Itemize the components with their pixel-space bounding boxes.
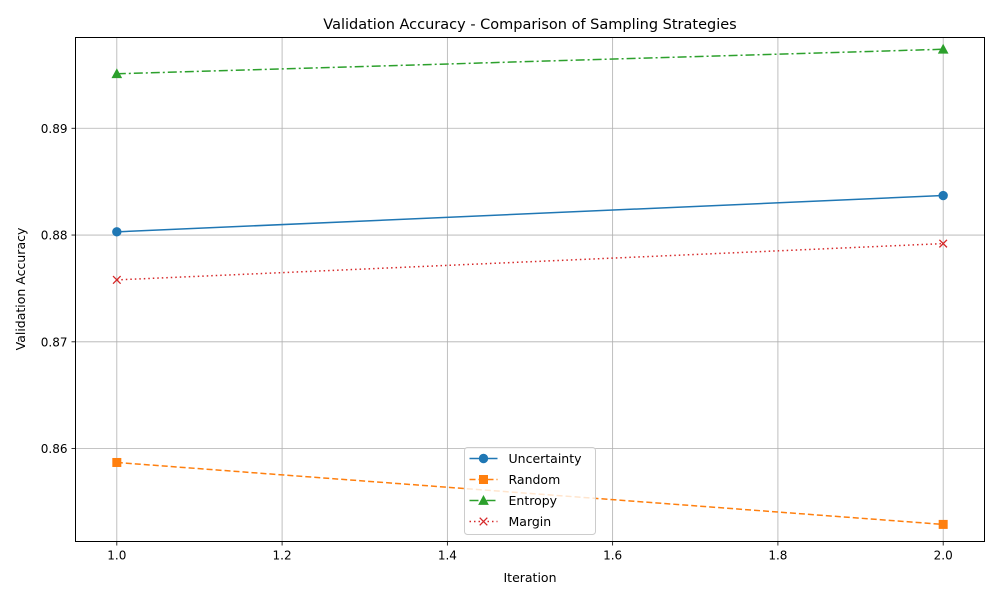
x-tick-label: 1.4: [438, 549, 457, 563]
x-tick-label: 1.2: [273, 549, 292, 563]
x-tick-label: 1.6: [603, 549, 622, 563]
x-tick-label: 1.0: [107, 549, 126, 563]
legend-marker: [479, 475, 488, 484]
data-point: [937, 43, 949, 54]
series-line: [116, 242, 944, 281]
y-tick-label: 0.88: [41, 229, 68, 243]
chart-title: Validation Accuracy - Comparison of Samp…: [323, 17, 736, 33]
legend-label: Random: [509, 472, 561, 487]
data-point: [112, 227, 122, 237]
series-uncertainty: [112, 190, 948, 237]
data-point: [938, 239, 948, 248]
grid: [75, 37, 985, 542]
data-point: [112, 275, 122, 285]
series-margin: [112, 239, 948, 285]
legend-marker: [479, 517, 488, 526]
legend-label: Entropy: [509, 493, 558, 508]
legend-label: Uncertainty: [509, 451, 583, 466]
series-line: [116, 48, 944, 75]
plot-frame: [75, 37, 985, 542]
legend-marker: [478, 453, 489, 464]
legend-box: [464, 447, 596, 535]
x-axis-label: Iteration: [503, 570, 556, 585]
legend: Uncertainty Random Entropy Margin: [464, 447, 596, 535]
series-entropy: [111, 43, 949, 79]
x-tick-label: 2.0: [934, 549, 953, 563]
x-tick-label: 1.8: [768, 549, 787, 563]
y-tick-label: 0.87: [41, 335, 68, 349]
y-tick-label: 0.89: [41, 122, 68, 136]
y-axis-label: Validation Accuracy: [13, 227, 28, 350]
y-tick-label: 0.86: [41, 442, 68, 456]
data-point: [112, 457, 122, 467]
legend-marker: [478, 494, 489, 505]
data-point: [938, 519, 948, 529]
ticks: 1.0 1.2 1.4 1.6 1.8 2.0 0.86 0.87 0.88 0.89: [41, 122, 953, 563]
legend-label: Margin: [509, 514, 552, 529]
series-line: [116, 194, 944, 233]
data-point: [111, 68, 123, 79]
data-point: [938, 190, 948, 201]
